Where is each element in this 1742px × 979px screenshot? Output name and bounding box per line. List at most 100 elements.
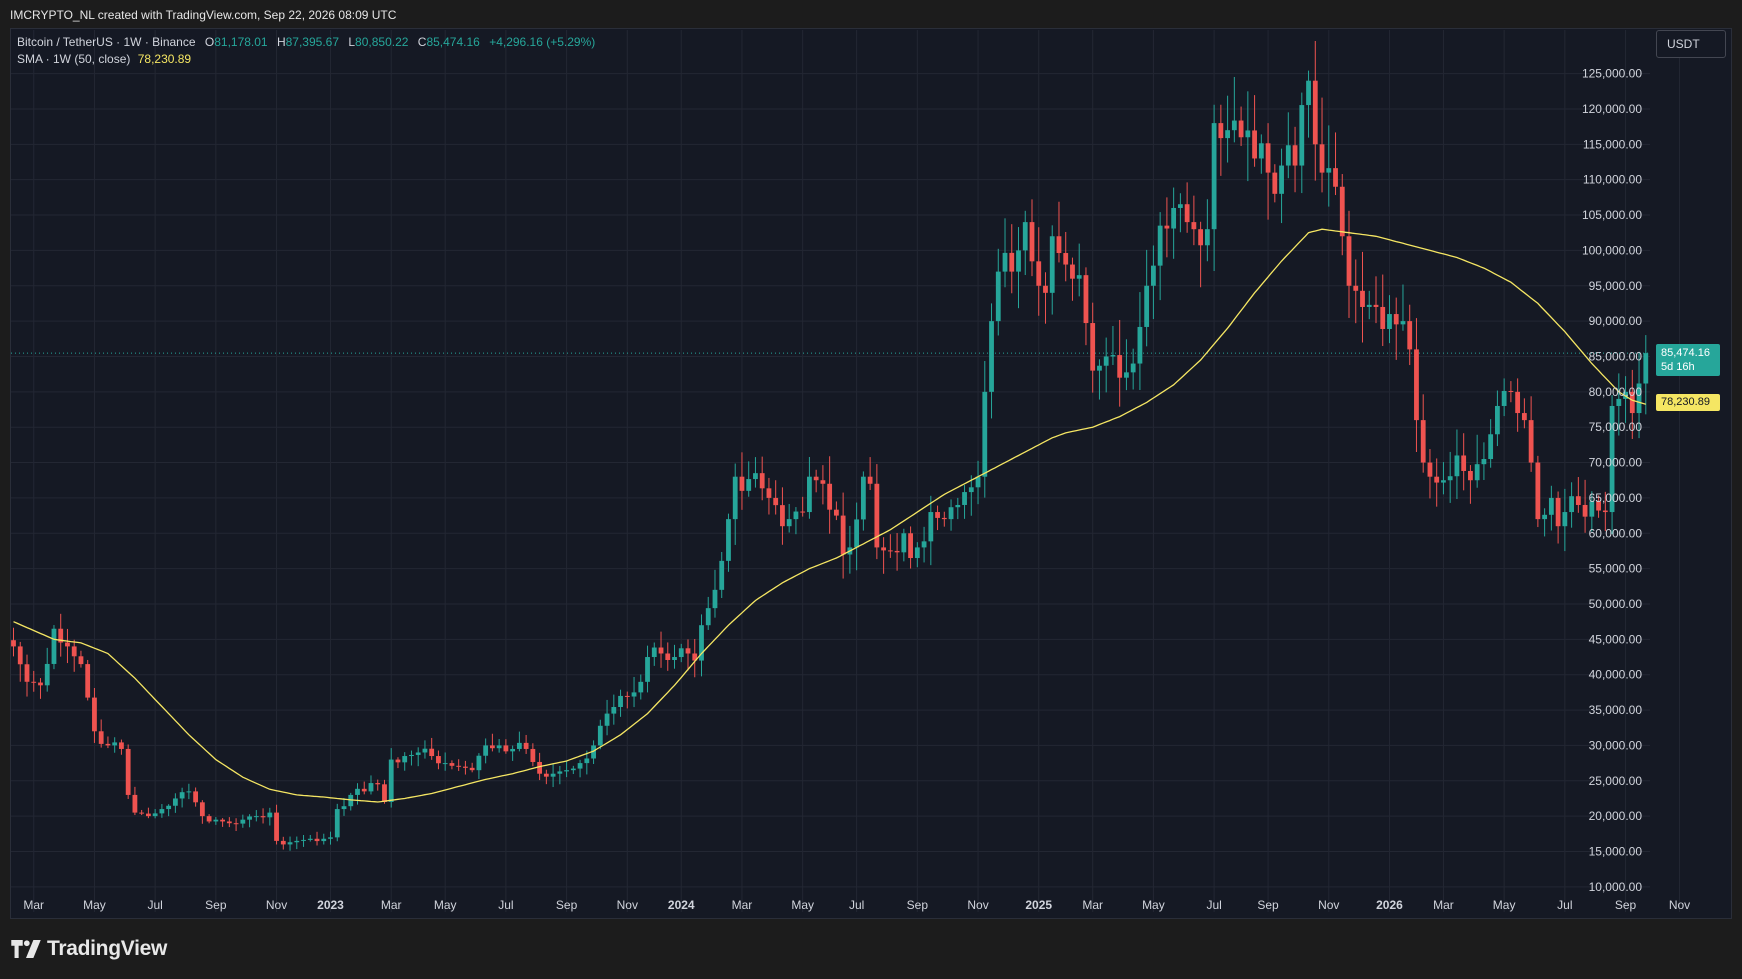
candle-up [793, 507, 799, 535]
candle-down [146, 807, 151, 819]
candle-down [908, 526, 913, 569]
candle-down [1596, 495, 1601, 518]
currency-button[interactable]: USDT [1656, 30, 1726, 58]
price-tick-label: 90,000.00 [1589, 314, 1643, 328]
candle-up [1636, 351, 1642, 439]
time-tick-label: 2025 [1025, 898, 1052, 912]
candle-down [85, 659, 91, 701]
candle-down [98, 719, 104, 748]
tradingview-logo[interactable]: TradingView [11, 937, 167, 961]
candle-up [1097, 359, 1102, 400]
candle-up [1441, 462, 1446, 495]
candle-up [1562, 488, 1568, 552]
candle-down [759, 456, 765, 501]
candle-up [321, 833, 327, 845]
candle-up [476, 753, 482, 779]
candle-down [894, 533, 900, 571]
candle-up [597, 719, 603, 750]
candle-up [1542, 508, 1548, 537]
candle-down [833, 501, 839, 521]
candle-up [989, 303, 994, 419]
price-tick-label: 125,000.00 [1582, 67, 1642, 81]
candle-up [1481, 442, 1487, 480]
price-axis: 10,000.00 15,000.00 20,000.00 25,000.00 30,0… [1582, 67, 1642, 894]
candle-down [24, 654, 30, 697]
time-tick-label: Nov [1318, 898, 1339, 912]
time-tick-label: Nov [967, 898, 988, 912]
candle-up [672, 644, 677, 669]
open-key: O [204, 35, 215, 49]
candle-down [624, 691, 630, 709]
price-tick-label: 20,000.00 [1589, 809, 1643, 823]
candle-up [1366, 290, 1372, 320]
candle-up [860, 471, 866, 531]
time-tick-label: Jul [849, 898, 864, 912]
candle-up [719, 551, 725, 599]
time-tick-label: May [791, 898, 814, 912]
price-tick-label: 50,000.00 [1589, 597, 1643, 611]
time-tick-label: 2026 [1376, 898, 1403, 912]
candle-down [280, 836, 286, 850]
candle-down [469, 762, 475, 773]
candle-up [753, 457, 758, 488]
price-tick-label: 40,000.00 [1589, 668, 1643, 682]
candle-up [415, 747, 421, 767]
candle-up [1231, 76, 1237, 143]
candle-down [1515, 378, 1521, 432]
candle-down [456, 759, 462, 771]
sma-label[interactable]: SMA · 1W (50, close) [17, 52, 131, 66]
candle-down [820, 465, 826, 505]
candle-down [193, 787, 199, 807]
candle-up [510, 745, 516, 761]
candle-down [31, 670, 37, 692]
candle-up [975, 460, 981, 505]
candle-down [436, 750, 441, 770]
candle-up [152, 809, 158, 819]
chart-pane[interactable] [10, 28, 1732, 919]
time-tick-label: Nov [617, 898, 638, 912]
candle-up [1488, 419, 1494, 468]
candle-down [1414, 318, 1419, 452]
candle-up [1016, 227, 1021, 309]
candle-up [1299, 92, 1305, 194]
price-tick-label: 100,000.00 [1582, 243, 1642, 257]
candle-up [166, 804, 172, 817]
candle-up [496, 739, 502, 753]
candle-down [941, 511, 947, 527]
candle-up [301, 835, 306, 847]
candle-down [530, 743, 536, 767]
candle-up [746, 461, 752, 497]
candle-down [1009, 224, 1015, 294]
candle-down [1070, 257, 1075, 301]
candle-up [44, 647, 50, 692]
candle-down [1528, 396, 1534, 472]
candle-down [1117, 319, 1123, 407]
candle-up [1387, 295, 1392, 344]
candle-up [348, 792, 354, 811]
close-value: 85,474.16 [426, 35, 480, 49]
symbol-label[interactable]: Bitcoin / TetherUS · 1W · Binance [17, 35, 196, 49]
candle-down [692, 638, 698, 678]
price-tick-label: 10,000.00 [1589, 880, 1643, 894]
candle-up [948, 499, 954, 531]
candle-down [1333, 132, 1338, 196]
grid-lines [11, 30, 1681, 912]
candle-down [1083, 267, 1089, 346]
candle-down [1056, 201, 1062, 263]
candle-down [1461, 433, 1467, 491]
candle-down [685, 639, 691, 671]
time-tick-label: Mar [1082, 898, 1103, 912]
candle-up [618, 689, 623, 717]
candle-up [186, 783, 192, 800]
time-tick-label: May [1142, 898, 1165, 912]
candle-up [584, 750, 590, 775]
candle-down [773, 480, 779, 515]
candle-down [314, 831, 320, 846]
candle-up [1643, 335, 1649, 415]
candle-up [51, 625, 57, 670]
candle-down [1535, 455, 1541, 528]
candle-up [1157, 212, 1163, 301]
time-tick-label: May [1493, 898, 1516, 912]
price-tick-label: 105,000.00 [1582, 208, 1642, 222]
